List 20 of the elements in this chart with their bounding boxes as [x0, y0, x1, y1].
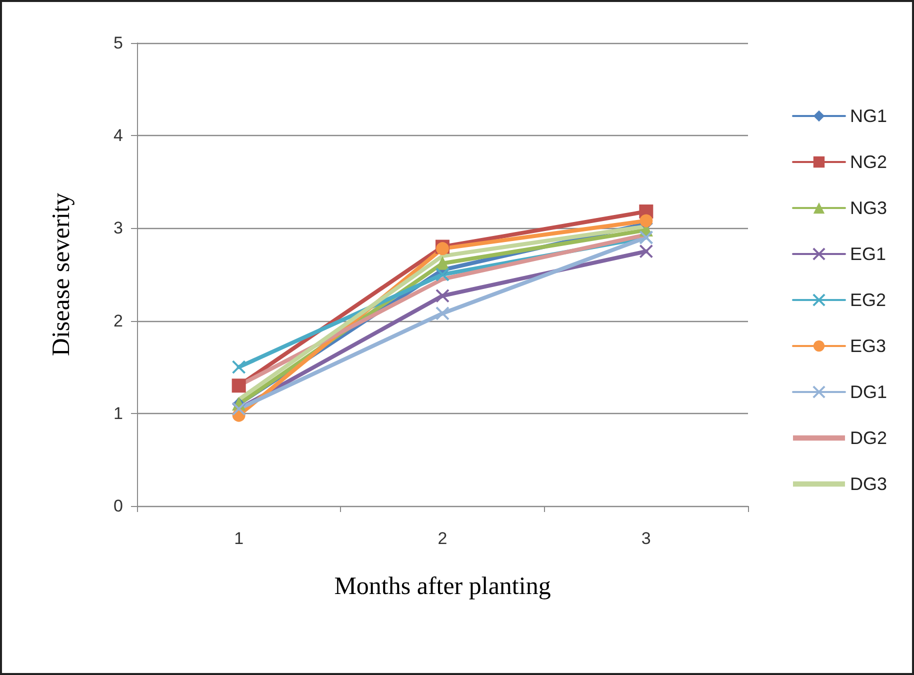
- legend-label: NG1: [850, 106, 888, 126]
- x-axis-title: Months after planting: [334, 573, 552, 600]
- y-tick-label: 2: [114, 311, 123, 330]
- legend-label: NG3: [850, 198, 888, 218]
- legend-label: EG3: [850, 336, 886, 356]
- x-tick-label: 3: [641, 529, 651, 548]
- legend-label: DG3: [850, 474, 888, 494]
- legend-label: NG2: [850, 152, 888, 172]
- legend-label: DG1: [850, 382, 888, 402]
- legend-label: EG1: [850, 244, 886, 264]
- y-axis-title: Disease severity: [48, 192, 75, 356]
- legend-label: DG2: [850, 428, 888, 448]
- y-tick-label: 3: [114, 218, 123, 238]
- y-tick-label: 5: [114, 34, 123, 52]
- y-tick-label: 0: [114, 496, 123, 516]
- x-tick-label: 1: [234, 529, 244, 548]
- y-tick-label: 4: [114, 126, 123, 146]
- legend-label: EG2: [850, 290, 886, 310]
- y-tick-label: 1: [114, 404, 123, 423]
- x-tick-label: 2: [438, 529, 448, 548]
